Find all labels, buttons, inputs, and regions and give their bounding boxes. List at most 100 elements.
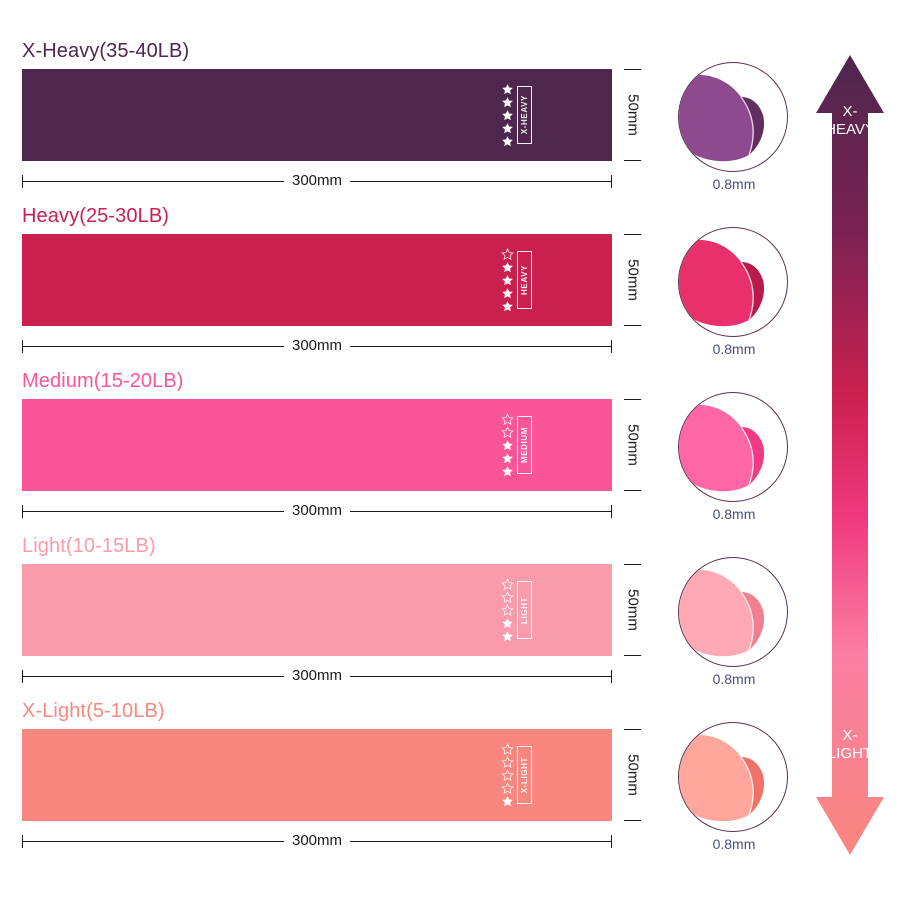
dimension-cap-right	[611, 505, 612, 518]
arrow-label-bottom: X- LIGHT	[810, 727, 890, 763]
dimension-tick-bottom	[624, 325, 641, 326]
band-print-heavy: HEAVY	[501, 246, 532, 314]
band-swatch-medium: MEDIUM	[22, 399, 612, 491]
star-outline-icon	[501, 247, 514, 260]
thickness-inset-light: 0.8mm	[670, 553, 798, 718]
star-outline-icon	[501, 768, 514, 781]
arrow-label-top: X- HEAVY	[810, 103, 890, 139]
star-rating-medium	[501, 412, 514, 478]
length-dimension-text: 300mm	[283, 172, 351, 190]
star-rating-x-light	[501, 742, 514, 808]
band-label-medium: Medium(15-20LB)	[22, 370, 184, 392]
star-filled-icon	[502, 439, 513, 450]
star-outline-icon	[501, 590, 514, 603]
length-dimension-x-light: 300mm	[22, 832, 612, 850]
dimension-cap-left	[22, 175, 23, 188]
band-tag-heavy: HEAVY	[517, 251, 532, 309]
star-outline-icon	[501, 425, 514, 438]
star-rating-heavy	[501, 247, 514, 313]
band-swatch-x-heavy: X-HEAVY	[22, 69, 612, 161]
fold-detail-circle-medium	[678, 392, 788, 502]
dimension-cap-right	[611, 670, 612, 683]
band-tag-text: X-LIGHT	[520, 756, 529, 794]
star-filled-icon	[502, 135, 513, 146]
dimension-tick-bottom	[624, 160, 641, 161]
length-dimension-text: 300mm	[283, 832, 351, 850]
dimension-cap-left	[22, 505, 23, 518]
dimension-tick-bottom	[624, 820, 641, 821]
length-dimension-text: 300mm	[283, 337, 351, 355]
star-filled-icon	[502, 274, 513, 285]
band-row-light: Light(10-15LB) LIGHT 50mm	[0, 533, 660, 698]
length-dimension-text: 300mm	[283, 502, 351, 520]
band-label-x-light: X-Light(5-10LB)	[22, 700, 165, 722]
band-swatch-x-light: X-LIGHT	[22, 729, 612, 821]
dimension-cap-left	[22, 835, 23, 848]
band-tag-x-heavy: X-HEAVY	[517, 86, 532, 144]
arrow-label-top-line1: X-	[842, 103, 858, 120]
width-dimension-light: 50mm	[618, 564, 648, 656]
dimension-tick-top	[624, 399, 641, 400]
resistance-scale-arrow: X- HEAVY X- LIGHT	[810, 55, 890, 855]
arrow-label-bottom-line1: X-	[842, 727, 858, 744]
thickness-value-x-heavy: 0.8mm	[712, 176, 756, 192]
length-dimension-medium: 300mm	[22, 502, 612, 520]
star-outline-icon	[501, 755, 514, 768]
dimension-tick-top	[624, 729, 641, 730]
dimension-tick-top	[624, 69, 641, 70]
arrow-label-top-line2: HEAVY	[825, 121, 875, 138]
star-filled-icon	[502, 109, 513, 120]
thickness-value-heavy: 0.8mm	[712, 341, 756, 357]
thickness-inset-medium: 0.8mm	[670, 388, 798, 553]
dimension-tick-top	[624, 234, 641, 235]
band-print-medium: MEDIUM	[501, 411, 532, 479]
star-filled-icon	[502, 287, 513, 298]
band-swatch-light: LIGHT	[22, 564, 612, 656]
dimension-cap-left	[22, 670, 23, 683]
fold-detail-circle-heavy	[678, 227, 788, 337]
band-row-heavy: Heavy(25-30LB) HEAVY 50mm	[0, 203, 660, 368]
star-filled-icon	[502, 83, 513, 94]
band-tag-text: X-HEAVY	[520, 95, 529, 135]
width-dimension-heavy: 50mm	[618, 234, 648, 326]
band-print-x-heavy: X-HEAVY	[501, 81, 532, 149]
width-dimension-text: 50mm	[624, 752, 642, 798]
star-filled-icon	[502, 630, 513, 641]
star-filled-icon	[502, 795, 513, 806]
star-outline-icon	[501, 742, 514, 755]
dimension-cap-left	[22, 340, 23, 353]
dimension-tick-top	[624, 564, 641, 565]
fold-detail-circle-light	[678, 557, 788, 667]
thickness-inset-heavy: 0.8mm	[670, 223, 798, 388]
band-swatch-heavy: HEAVY	[22, 234, 612, 326]
band-row-x-light: X-Light(5-10LB) X-LIGHT 50mm	[0, 698, 660, 863]
dimension-tick-bottom	[624, 655, 641, 656]
thickness-value-medium: 0.8mm	[712, 506, 756, 522]
fold-detail-circle-x-heavy	[678, 62, 788, 172]
dimension-cap-right	[611, 175, 612, 188]
star-outline-icon	[501, 577, 514, 590]
star-rating-light	[501, 577, 514, 643]
band-print-light: LIGHT	[501, 576, 532, 644]
width-dimension-text: 50mm	[624, 422, 642, 468]
band-label-light: Light(10-15LB)	[22, 535, 156, 557]
thickness-inset-list: 0.8mm 0.8mm 0.8mm	[660, 0, 810, 900]
dimension-cap-right	[611, 835, 612, 848]
thickness-value-x-light: 0.8mm	[712, 836, 756, 852]
thickness-inset-x-light: 0.8mm	[670, 718, 798, 883]
star-filled-icon	[502, 96, 513, 107]
star-filled-icon	[502, 452, 513, 463]
band-row-x-heavy: X-Heavy(35-40LB) X-HEAVY 50mm	[0, 38, 660, 203]
band-tag-text: LIGHT	[520, 596, 529, 624]
star-filled-icon	[502, 617, 513, 628]
star-filled-icon	[502, 465, 513, 476]
band-tag-light: LIGHT	[517, 581, 532, 639]
dimension-cap-right	[611, 340, 612, 353]
length-dimension-x-heavy: 300mm	[22, 172, 612, 190]
width-dimension-x-light: 50mm	[618, 729, 648, 821]
width-dimension-text: 50mm	[624, 92, 642, 138]
band-row-list: X-Heavy(35-40LB) X-HEAVY 50mm	[0, 38, 660, 863]
band-tag-x-light: X-LIGHT	[517, 746, 532, 804]
star-filled-icon	[502, 261, 513, 272]
